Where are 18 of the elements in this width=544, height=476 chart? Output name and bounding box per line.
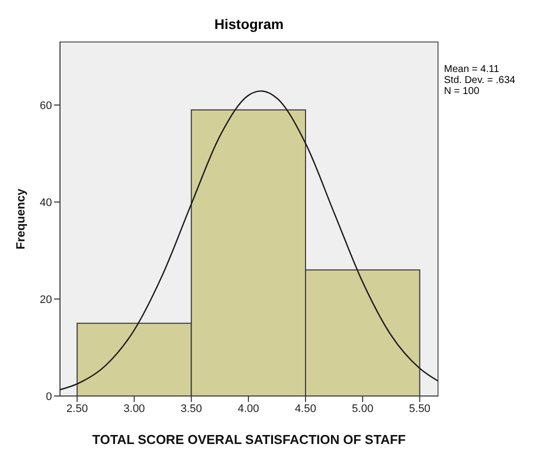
- x-tick-label: 2.50: [66, 402, 88, 415]
- y-tick-label: 20: [40, 294, 52, 306]
- x-axis-title: TOTAL SCORE OVERAL SATISFACTION OF STAFF: [92, 432, 406, 447]
- x-tick-label: 5.50: [409, 402, 430, 415]
- text: Mean = 4.11: [444, 64, 500, 75]
- x-tick-label: 4.00: [238, 402, 260, 415]
- x-tick-label: 4.50: [294, 402, 316, 415]
- x-tick-label: 3.00: [124, 402, 145, 415]
- line-series: [60, 90, 438, 390]
- y-axis-title: Frequency: [13, 188, 28, 250]
- text: Std. Dev. = .634: [444, 75, 516, 86]
- chart-title: Histogram: [213, 16, 285, 32]
- x-tick-label: 5.00: [352, 402, 374, 415]
- text: N = 100: [444, 86, 480, 97]
- y-tick-label: 0: [46, 390, 52, 403]
- x-tick-label: 3.50: [180, 402, 202, 415]
- y-tick-label: 40: [40, 196, 52, 209]
- y-tick-label: 60: [40, 100, 52, 112]
